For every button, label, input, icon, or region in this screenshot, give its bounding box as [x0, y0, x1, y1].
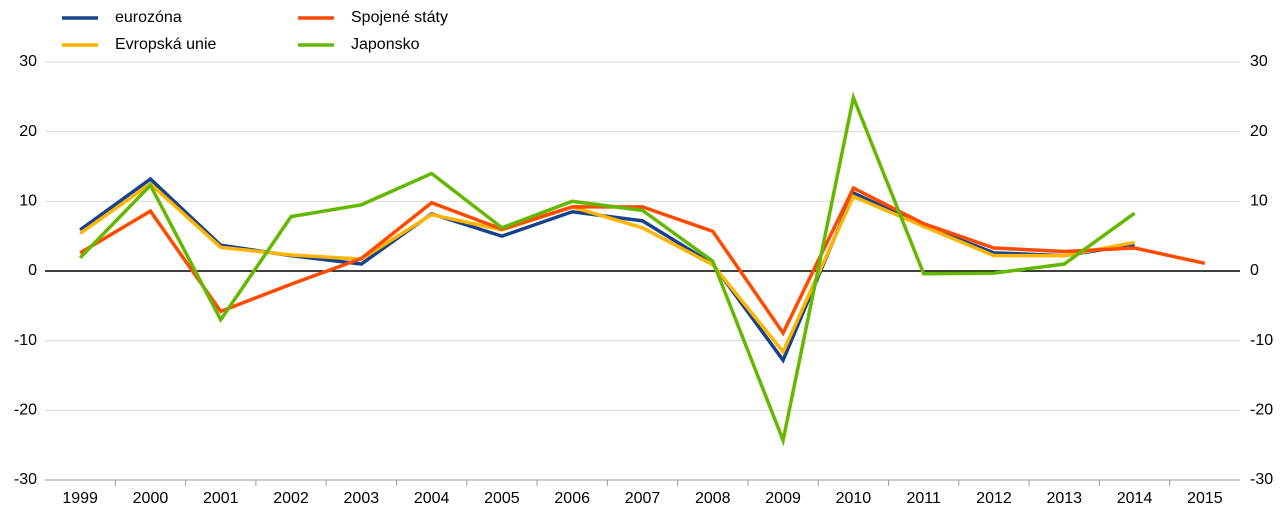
y-tick-label: -10	[14, 332, 37, 349]
y2-tick-label: 30	[1250, 53, 1268, 70]
y-tick-label: -20	[14, 402, 37, 419]
x-tick-label: 2007	[625, 490, 661, 507]
x-tick-label: 2002	[273, 490, 309, 507]
x-tick-label: 2010	[836, 490, 872, 507]
y-tick-label: 20	[19, 123, 37, 140]
x-tick-label: 2015	[1187, 490, 1223, 507]
legend-label: Spojené státy	[351, 9, 448, 26]
x-tick-label: 1999	[62, 490, 98, 507]
y-tick-label: 30	[19, 53, 37, 70]
x-tick-label: 2003	[344, 490, 380, 507]
legend-label: Evropská unie	[115, 36, 216, 53]
y2-tick-label: -30	[1250, 471, 1273, 488]
legend-label: Japonsko	[351, 36, 420, 53]
series-line	[78, 91, 1136, 447]
x-tick-label: 2014	[1117, 490, 1153, 507]
series-line	[79, 185, 1206, 337]
y2-tick-label: -10	[1250, 332, 1273, 349]
legend-label: eurozóna	[115, 9, 182, 26]
x-tick-label: 2006	[554, 490, 590, 507]
series-line	[79, 181, 1135, 356]
y2-tick-label: 0	[1250, 262, 1259, 279]
x-tick-label: 2012	[976, 490, 1012, 507]
y-tick-label: -30	[14, 471, 37, 488]
y-tick-label: 0	[28, 262, 37, 279]
y-tick-label: 10	[19, 193, 37, 210]
x-tick-label: 2001	[203, 490, 239, 507]
x-tick-label: 2013	[1046, 490, 1082, 507]
y2-tick-label: 20	[1250, 123, 1268, 140]
x-tick-label: 2009	[765, 490, 801, 507]
y2-tick-label: 10	[1250, 193, 1268, 210]
x-tick-label: 2000	[133, 490, 169, 507]
y2-tick-label: -20	[1250, 402, 1273, 419]
x-tick-label: 2011	[906, 490, 941, 507]
x-tick-label: 2004	[414, 490, 450, 507]
x-tick-label: 2008	[695, 490, 731, 507]
x-tick-label: 2005	[484, 490, 520, 507]
